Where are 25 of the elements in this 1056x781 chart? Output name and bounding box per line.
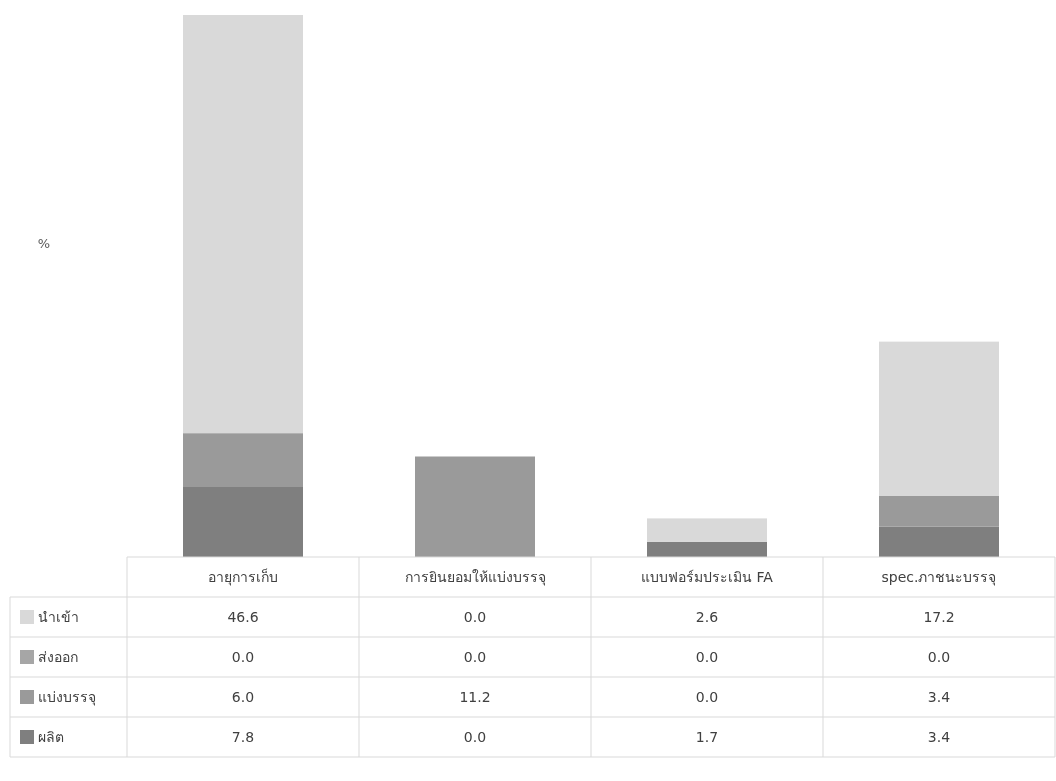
data-label: 2.6 (695, 609, 719, 625)
data-label: 17.2 (923, 609, 955, 625)
x-tick-label: การยินยอมให้แบ่งบรรจุ (404, 569, 546, 586)
data-label: 6.0 (231, 689, 255, 705)
x-tick-label: แบบฟอร์มประเมิน FA (641, 569, 774, 585)
data-label: 0.0 (463, 729, 487, 745)
legend-label: ผลิต (38, 729, 64, 745)
data-label: 0.0 (927, 649, 951, 665)
data-label: 7.8 (231, 729, 255, 745)
legend-label: ส่งออก (38, 649, 78, 665)
legend-label: นำเข้า (38, 609, 79, 625)
x-tick-label: อายุการเก็บ (208, 568, 278, 586)
data-label: 3.4 (927, 729, 951, 745)
data-label: 3.4 (927, 689, 951, 705)
data-label: 0.0 (463, 649, 487, 665)
text: % (37, 236, 51, 251)
data-label: 0.0 (695, 649, 719, 665)
data-label: 0.0 (463, 609, 487, 625)
legend-label: แบ่งบรรจุ (38, 689, 96, 706)
data-label: 0.0 (231, 649, 255, 665)
data-label: 0.0 (695, 689, 719, 705)
data-label: 46.6 (227, 609, 259, 625)
x-tick-label: spec.ภาชนะบรรจุ (881, 569, 997, 586)
data-label: 1.7 (695, 729, 719, 745)
data-label: 11.2 (459, 689, 491, 705)
